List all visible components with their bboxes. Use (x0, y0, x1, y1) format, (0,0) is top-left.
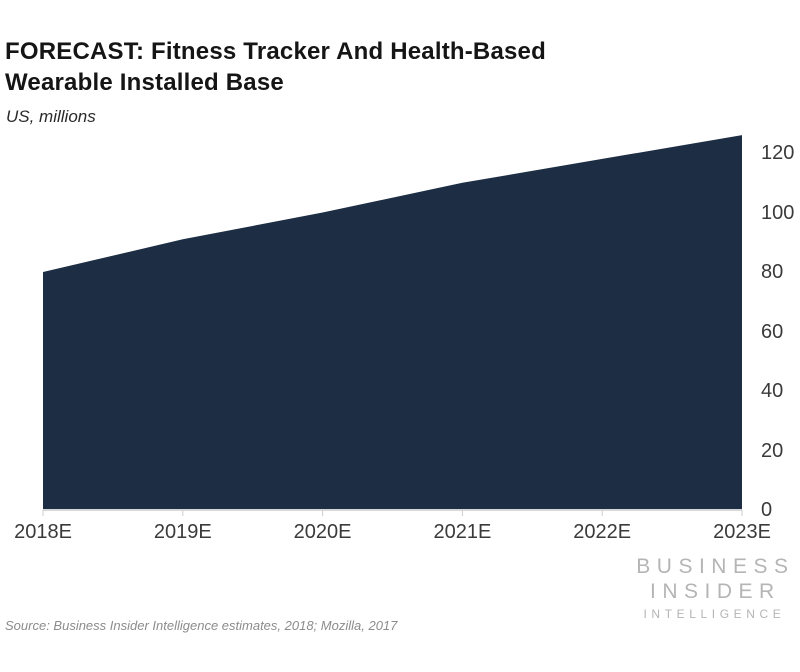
y-tick-label: 20 (761, 439, 784, 462)
x-tick-label: 2022E (573, 521, 632, 543)
y-tick-label: 80 (761, 261, 784, 283)
x-tick-label: 2021E (433, 521, 492, 543)
y-tick-label: 100 (761, 201, 795, 224)
x-tick-label: 2023E (713, 521, 771, 543)
logo-line-intelligence: INTELLIGENCE (643, 607, 786, 621)
x-tick-label: 2020E (293, 521, 352, 543)
business-insider-intelligence-logo: BUSINESS INSIDER INTELLIGENCE (636, 554, 788, 623)
y-tick-label: 60 (761, 320, 784, 343)
logo-line-insider: INSIDER (650, 580, 781, 603)
chart-subtitle: US, millions (6, 107, 96, 126)
area-series (43, 135, 742, 509)
logo-line-business: BUSINESS (636, 555, 795, 578)
source-note: Source: Business Insider Intelligence es… (5, 618, 398, 633)
x-tick-label: 2018E (14, 521, 72, 543)
chart-title: FORECAST: Fitness Tracker And Health-Bas… (5, 38, 546, 96)
y-tick-label: 40 (761, 380, 784, 402)
y-tick-label: 120 (761, 142, 795, 164)
x-axis-ticks (42, 510, 743, 516)
x-tick-label: 2019E (153, 521, 212, 543)
y-tick-label: 0 (761, 499, 773, 521)
